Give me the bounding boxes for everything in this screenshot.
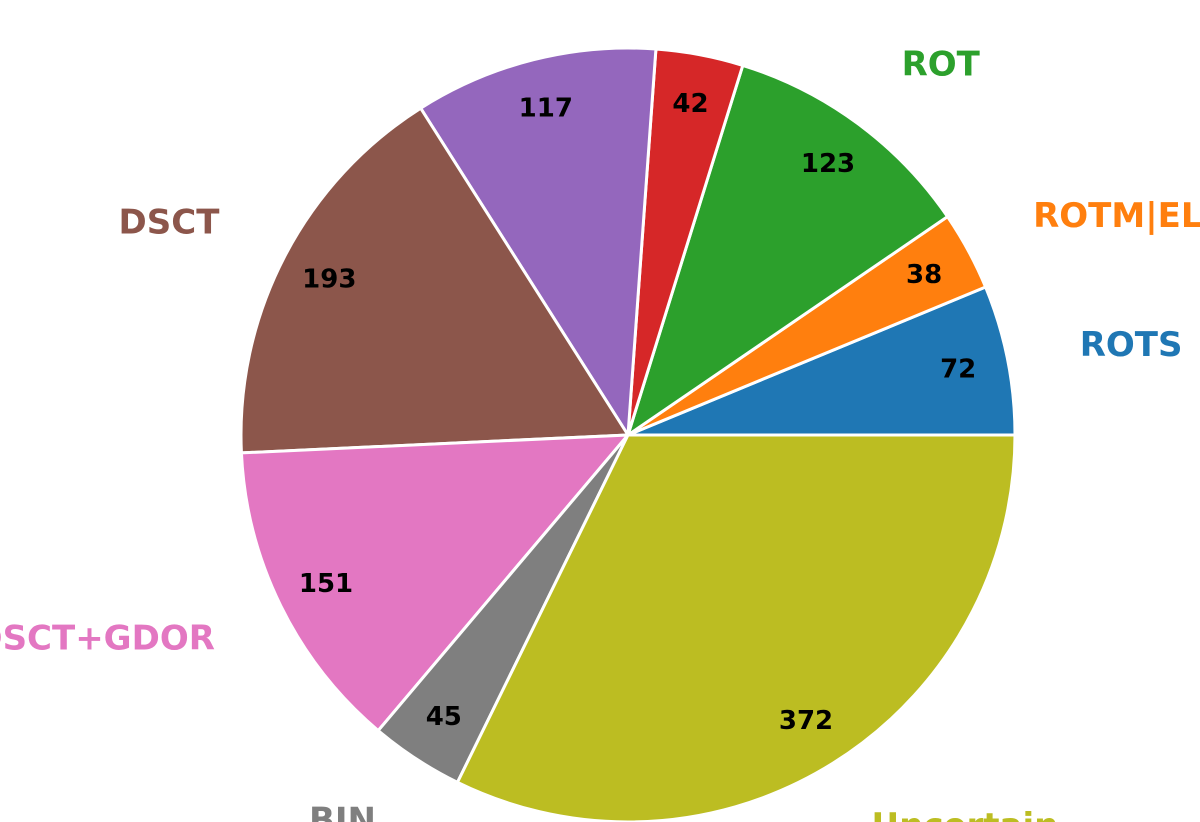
category-label-gdor: GDOR (404, 0, 515, 8)
pie-slice-dsct (239, 106, 630, 455)
pie-slice-rots (626, 285, 1017, 437)
category-label-rotm-ell: ROTM|ELL (1033, 196, 1200, 236)
value-label-rotm-ell: 38 (906, 260, 942, 290)
category-label-rot: ROT (902, 45, 981, 85)
pie-slice-rot (626, 63, 950, 437)
category-label-dsct-gdor: DSCT+GDOR (0, 619, 215, 659)
value-label-dsct: 193 (302, 265, 356, 295)
category-label-bin: BIN (309, 801, 376, 822)
category-label-dsct: DSCT (119, 203, 221, 243)
pie-slices (239, 46, 1017, 822)
value-label-uncertain: 372 (779, 706, 833, 736)
value-label-rots: 72 (940, 354, 976, 384)
value-label-gdor: 117 (519, 94, 573, 124)
value-label-bin: 45 (426, 702, 462, 732)
value-label-dsct-gdor: 151 (299, 569, 353, 599)
value-label-gdor-dsct: 42 (672, 89, 708, 119)
value-label-rot: 123 (801, 149, 855, 179)
category-label-rots: ROTS (1080, 325, 1183, 365)
category-label-gdor-dsct: GDOR+DSCT (714, 0, 955, 3)
category-label-uncertain: Uncertain (872, 806, 1059, 822)
pie-slice-dsct-gdor (239, 433, 630, 733)
pie-slice-gdor (419, 46, 658, 437)
pie-slice-uncertain (455, 433, 1017, 822)
